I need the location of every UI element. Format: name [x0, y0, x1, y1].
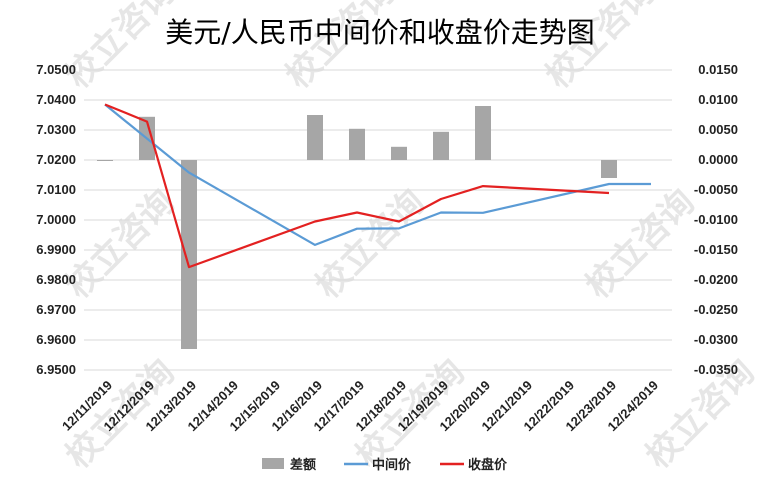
chart-title: 美元/人民币中间价和收盘价走势图: [165, 16, 594, 49]
y-right-tick-label: -0.0100: [694, 212, 738, 227]
legend: 差额 中间价 收盘价: [262, 457, 508, 473]
y-left-tick-label: 7.0300: [36, 122, 76, 137]
bar-diff: [349, 128, 365, 160]
line-series: [104, 103, 651, 269]
y-right-tick-label: 0.0000: [698, 152, 738, 167]
y-right-tick-label: -0.0300: [694, 332, 738, 347]
y-right-tick-label: -0.0350: [694, 362, 738, 377]
bar-diff: [475, 106, 491, 160]
bar-diff: [97, 160, 113, 161]
line-closing-price: [104, 103, 610, 269]
gridlines: [84, 69, 672, 371]
bar-series: [97, 106, 617, 349]
y-right-tick-label: 0.0100: [698, 92, 738, 107]
y-left-tick-label: 7.0500: [36, 62, 76, 77]
y-right-tick-label: -0.0150: [694, 242, 738, 257]
y-right-tick-label: -0.0200: [694, 272, 738, 287]
y-left-tick-label: 7.0200: [36, 152, 76, 167]
watermark-text: 校立咨询: [58, 0, 182, 96]
y-axis-left: 7.0500 7.0400 7.0300 7.0200 7.0100 7.0000 6.99…: [36, 62, 76, 377]
legend-label: 差额: [290, 457, 316, 473]
line-central-parity: [104, 103, 651, 246]
y-left-tick-label: 7.0000: [36, 212, 76, 227]
y-axis-right: 0.0150 0.0100 0.0050 0.0000 -0.0050 -0.0100 -0…: [694, 62, 738, 377]
y-right-tick-label: 0.0150: [698, 62, 738, 77]
bar-diff: [307, 115, 323, 160]
legend-label: 中间价: [372, 457, 412, 473]
y-left-tick-label: 6.9500: [36, 362, 76, 377]
y-right-tick-label: -0.0250: [694, 302, 738, 317]
legend-swatch-bar: [262, 458, 284, 469]
watermark-text: 校立咨询: [58, 182, 182, 306]
y-left-tick-label: 6.9600: [36, 332, 76, 347]
y-left-tick-label: 6.9800: [36, 272, 76, 287]
legend-label: 收盘价: [468, 457, 508, 473]
bar-diff: [391, 146, 407, 160]
y-right-tick-label: -0.0050: [694, 182, 738, 197]
y-left-tick-label: 7.0100: [36, 182, 76, 197]
bar-diff: [601, 160, 617, 178]
watermark-text: 校立咨询: [308, 182, 432, 306]
bar-diff: [181, 160, 197, 349]
watermark-text: 校立咨询: [578, 182, 702, 306]
y-left-tick-label: 7.0400: [36, 92, 76, 107]
y-left-tick-label: 6.9900: [36, 242, 76, 257]
y-right-tick-label: 0.0050: [698, 122, 738, 137]
y-left-tick-label: 6.9700: [36, 302, 76, 317]
bar-diff: [433, 131, 449, 160]
